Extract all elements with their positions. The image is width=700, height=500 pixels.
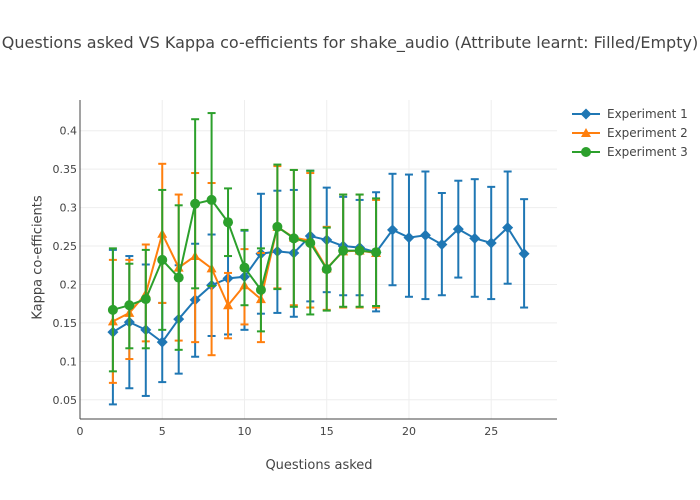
data-point-triangle [581, 128, 591, 137]
y-axis-title: Kappa co-efficients [30, 195, 46, 320]
data-point-diamond [436, 239, 448, 251]
x-tick-label: 15 [320, 425, 334, 438]
chart-title: Questions asked VS Kappa co-efficients f… [1, 33, 699, 52]
data-point-circle [124, 300, 135, 311]
data-point-diamond [403, 232, 415, 244]
data-point-circle [354, 245, 365, 256]
data-point-circle [157, 254, 168, 265]
x-tick-label: 10 [237, 425, 251, 438]
data-point-diamond [469, 232, 481, 244]
gridlines [80, 100, 557, 419]
y-tick-label: 0.4 [60, 125, 78, 138]
y-tick-label: 0.15 [53, 317, 78, 330]
data-point-circle [272, 221, 283, 232]
data-point-triangle [223, 300, 234, 310]
x-tick-label: 20 [402, 425, 416, 438]
data-point-circle [321, 264, 332, 275]
legend-label: Experiment 3 [607, 145, 688, 159]
data-point-circle [239, 262, 250, 273]
data-point-circle [206, 194, 217, 205]
data-point-diamond [419, 229, 431, 241]
y-tick-label: 0.1 [60, 355, 78, 368]
x-tick-label: 25 [484, 425, 498, 438]
legend-item[interactable]: Experiment 2 [572, 126, 688, 140]
series-1 [107, 169, 530, 406]
data-point-circle [255, 284, 266, 295]
data-point-circle [338, 245, 349, 256]
legend-label: Experiment 2 [607, 126, 688, 140]
x-axis-title: Questions asked [265, 458, 373, 473]
data-point-diamond [580, 108, 592, 120]
legend-item[interactable]: Experiment 3 [572, 145, 688, 159]
y-tick-label: 0.2 [60, 278, 78, 291]
data-point-circle [223, 217, 234, 228]
y-tick-label: 0.35 [53, 163, 78, 176]
data-point-diamond [485, 237, 497, 249]
data-point-circle [581, 147, 591, 157]
legend-label: Experiment 1 [607, 107, 688, 121]
x-tick-label: 0 [77, 425, 84, 438]
y-tick-label: 0.25 [53, 240, 78, 253]
data-point-circle [305, 237, 316, 248]
y-tick-label: 0.05 [53, 394, 78, 407]
y-tick-label: 0.3 [60, 202, 78, 215]
data-point-circle [190, 198, 201, 209]
data-point-circle [371, 247, 382, 258]
data-point-diamond [452, 223, 464, 235]
data-point-diamond [156, 336, 168, 348]
legend-item[interactable]: Experiment 1 [572, 107, 688, 121]
data-point-circle [140, 294, 151, 305]
data-point-circle [107, 304, 118, 315]
x-tick-label: 5 [159, 425, 166, 438]
data-point-diamond [518, 248, 530, 260]
data-point-diamond [502, 222, 514, 234]
data-point-diamond [387, 224, 399, 236]
data-point-circle [173, 272, 184, 283]
legend: Experiment 1 Experiment 2 Experiment 3 [572, 107, 688, 159]
data-point-circle [288, 233, 299, 244]
series-3 [107, 112, 382, 373]
